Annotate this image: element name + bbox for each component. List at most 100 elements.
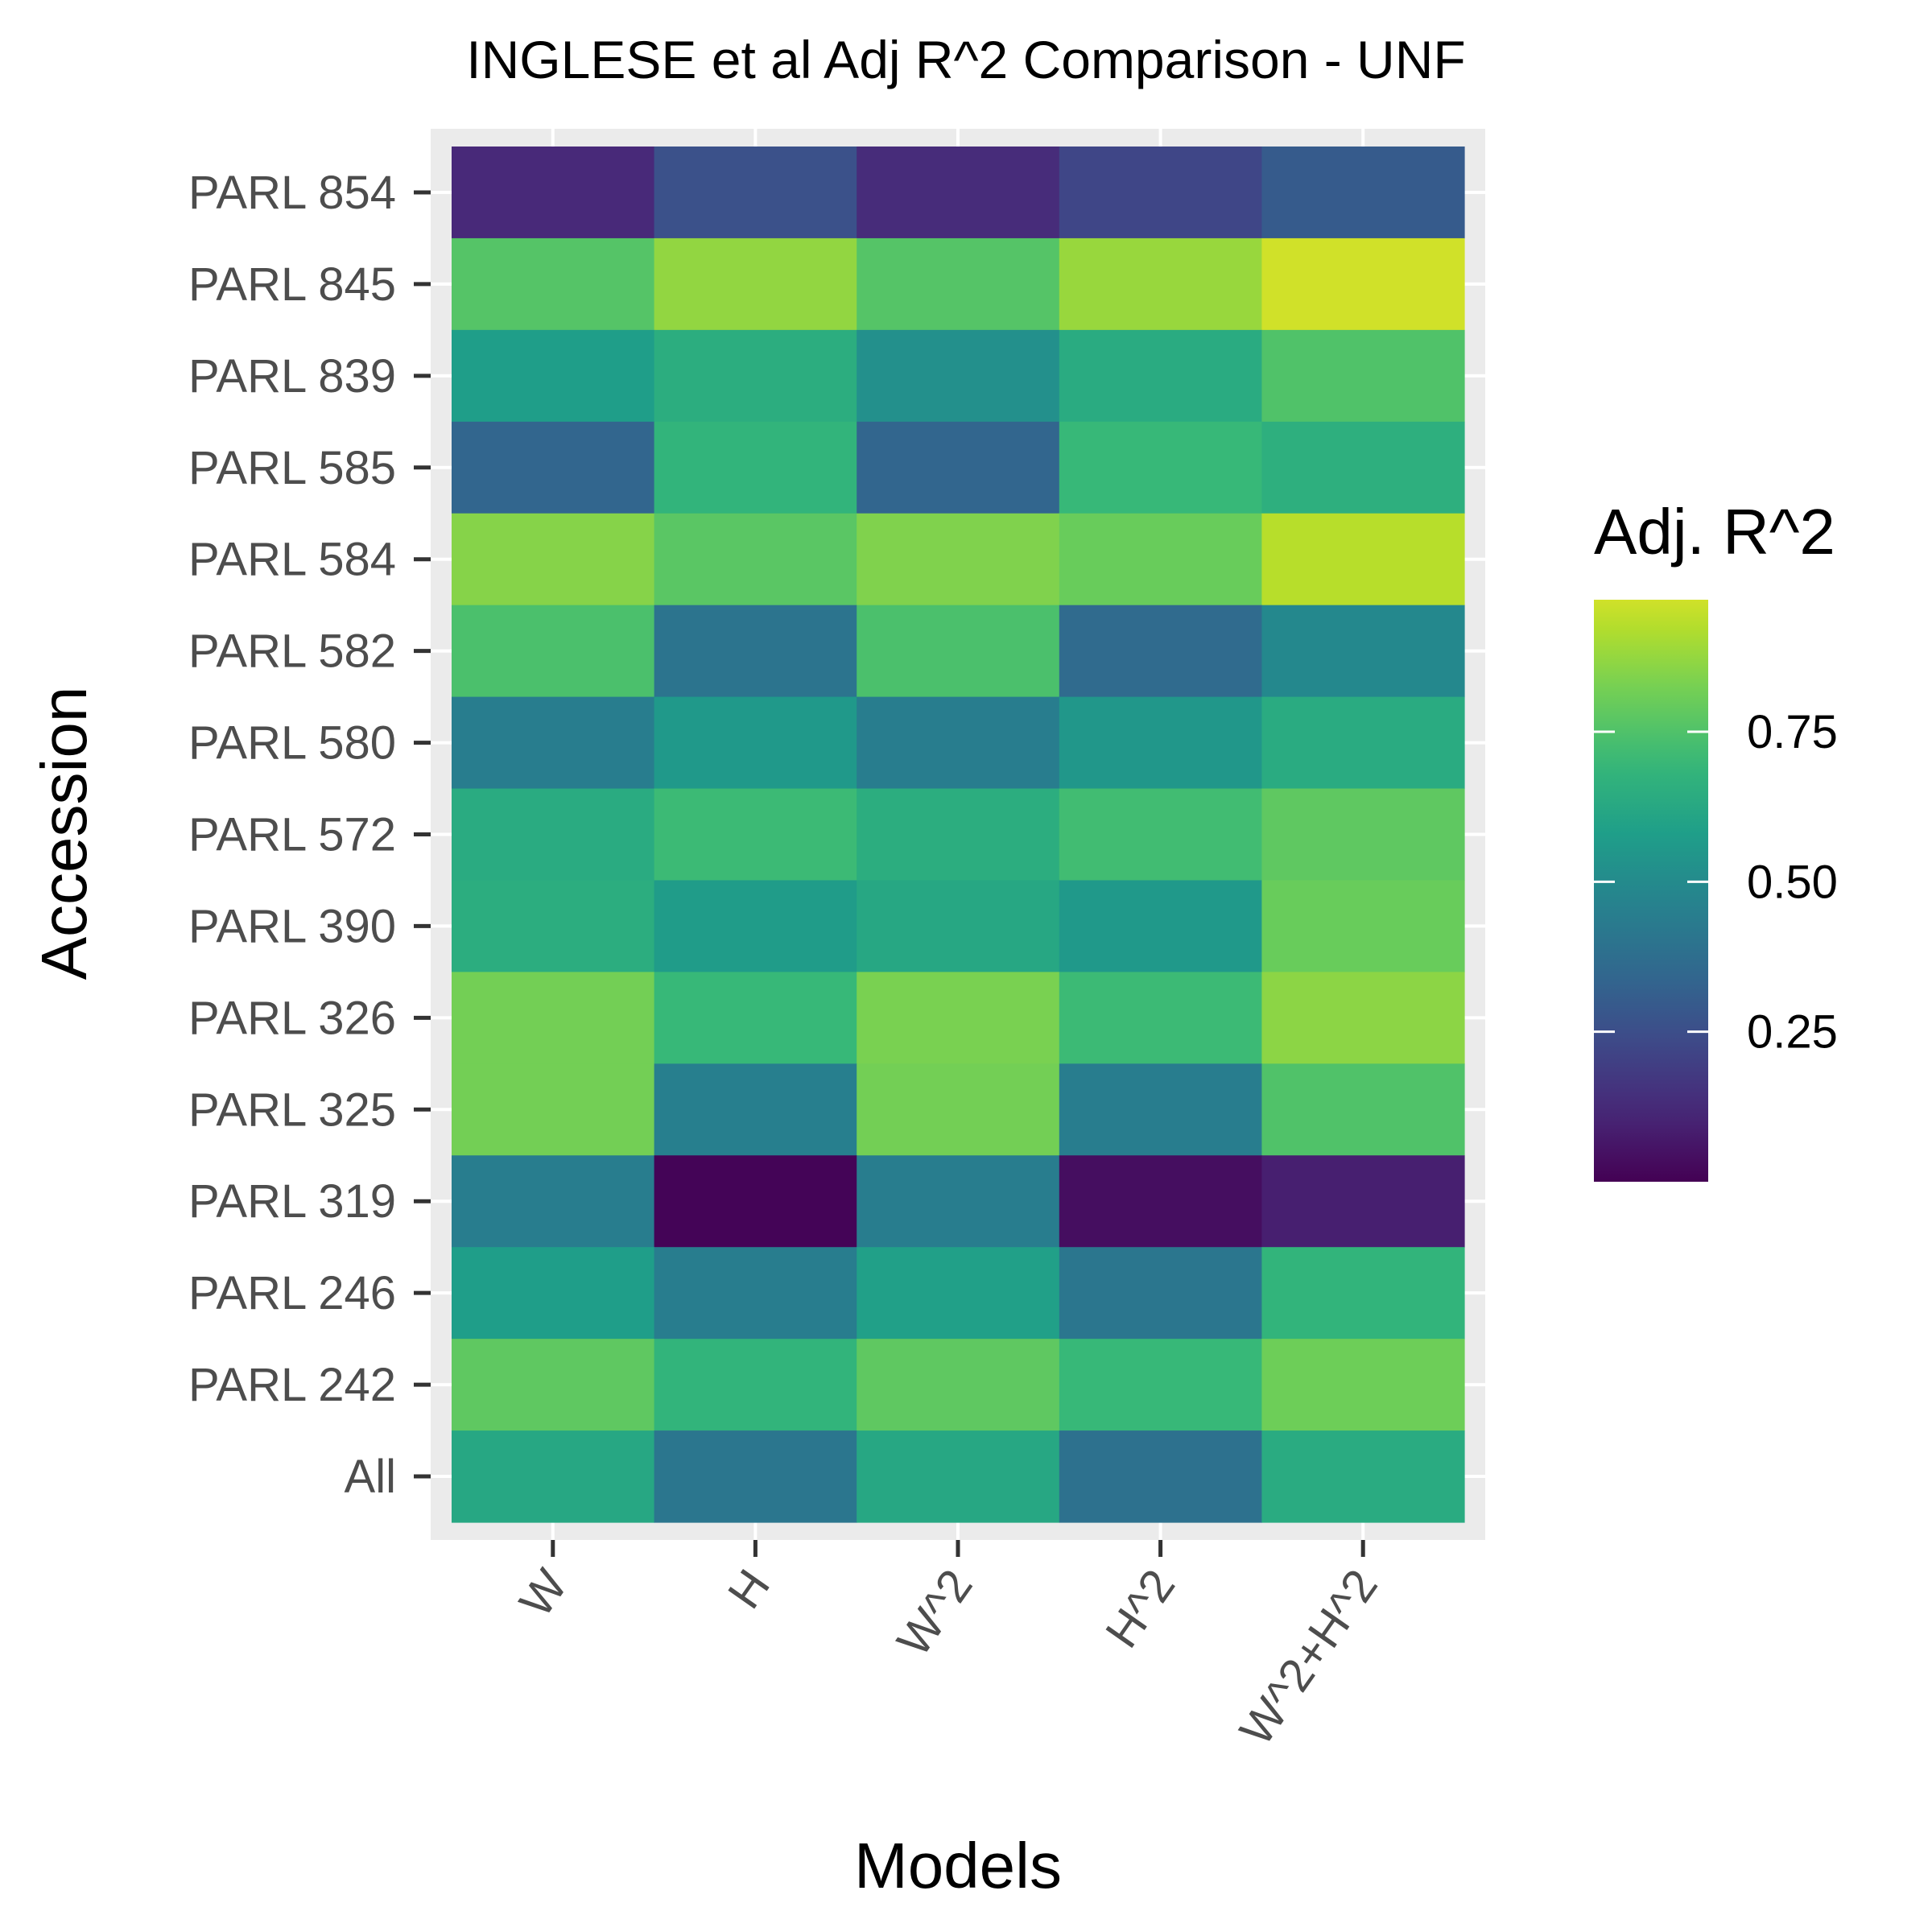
colorbar-title: Adj. R^2 bbox=[1594, 496, 1835, 568]
heatmap-cell bbox=[1261, 1063, 1465, 1156]
y-tick-label: PARL 584 bbox=[188, 534, 396, 586]
heatmap-cell bbox=[1059, 1339, 1262, 1431]
y-tick-label: PARL 839 bbox=[188, 350, 396, 402]
heatmap-cell bbox=[1261, 880, 1465, 972]
heatmap-cell bbox=[654, 513, 857, 606]
y-tick-label: PARL 585 bbox=[188, 442, 396, 494]
heatmap-cell bbox=[857, 513, 1060, 606]
heatmap-cell bbox=[1059, 880, 1262, 972]
x-axis-label: Models bbox=[854, 1830, 1062, 1901]
heatmap-cell bbox=[857, 696, 1060, 790]
heatmap-cell bbox=[857, 1430, 1060, 1523]
y-tick-label: PARL 246 bbox=[188, 1267, 396, 1319]
y-tick-label: PARL 845 bbox=[188, 258, 396, 311]
heatmap-cell bbox=[654, 237, 857, 331]
heatmap-cell bbox=[1261, 513, 1465, 606]
heatmap-cell bbox=[1261, 1247, 1465, 1340]
heatmap-cell bbox=[654, 1155, 857, 1248]
heatmap-cell bbox=[452, 972, 655, 1064]
y-tick-label: All bbox=[345, 1451, 396, 1503]
y-tick-label: PARL 319 bbox=[188, 1175, 396, 1228]
heatmap-cell bbox=[1261, 1339, 1465, 1431]
heatmap-cell bbox=[1059, 1247, 1262, 1340]
heatmap-cell bbox=[452, 880, 655, 972]
heatmap-cell bbox=[1059, 1063, 1262, 1156]
heatmap-cell bbox=[654, 421, 857, 514]
x-tick-label: W^2+H^2 bbox=[1230, 1560, 1388, 1755]
heatmap-cell bbox=[1059, 1430, 1262, 1523]
heatmap-cell bbox=[1059, 1155, 1262, 1248]
colorbar-tick-label: 0.75 bbox=[1747, 706, 1838, 758]
y-tick-label: PARL 390 bbox=[188, 900, 396, 952]
heatmap-cell bbox=[654, 788, 857, 881]
y-tick-label: PARL 854 bbox=[188, 167, 396, 219]
y-tick-label: PARL 326 bbox=[188, 992, 396, 1044]
heatmap-cell bbox=[654, 1063, 857, 1156]
y-tick-label: PARL 582 bbox=[188, 625, 396, 678]
heatmap-cell bbox=[654, 1430, 857, 1523]
heatmap-cell bbox=[857, 237, 1060, 331]
heatmap-cell bbox=[452, 147, 655, 239]
heatmap-cell bbox=[1261, 696, 1465, 790]
y-axis-label: Accession bbox=[28, 687, 100, 980]
heatmap-cell bbox=[452, 237, 655, 331]
heatmap-cell bbox=[1261, 1430, 1465, 1523]
x-axis: W H W^2 H^2 W^2+H^2 bbox=[510, 1540, 1388, 1755]
heatmap-cell bbox=[857, 1155, 1060, 1248]
colorbar-tick-label: 0.50 bbox=[1747, 856, 1838, 908]
x-tick-label: H bbox=[718, 1560, 780, 1618]
heatmap-cell bbox=[1261, 147, 1465, 239]
heatmap-cell bbox=[857, 880, 1060, 972]
heatmap-cell bbox=[857, 1247, 1060, 1340]
heatmap-cell bbox=[654, 329, 857, 423]
heatmap-cell bbox=[857, 1339, 1060, 1431]
heatmap-cell bbox=[857, 329, 1060, 423]
y-tick-label: PARL 325 bbox=[188, 1084, 396, 1136]
heatmap-cell bbox=[654, 605, 857, 698]
x-tick-label: W bbox=[510, 1560, 578, 1626]
heatmap-cell bbox=[857, 1063, 1060, 1156]
heatmap-cell bbox=[1261, 605, 1465, 698]
y-axis: PARL 854 PARL 845 PARL 839 PARL 585 PARL 584… bbox=[188, 167, 431, 1503]
heatmap-cell bbox=[1261, 237, 1465, 331]
heatmap-cell bbox=[452, 788, 655, 881]
heatmap-cell bbox=[1059, 237, 1262, 331]
y-tick-label: PARL 572 bbox=[188, 809, 396, 861]
heatmap-cell bbox=[452, 1339, 655, 1431]
heatmap-cell bbox=[857, 605, 1060, 698]
colorbar-legend: Adj. R^2 0.25 0.50 0.75 bbox=[1594, 496, 1838, 1182]
heatmap-cell bbox=[452, 329, 655, 423]
heatmap-cell bbox=[857, 788, 1060, 881]
x-tick-label: W^2 bbox=[887, 1560, 983, 1666]
heatmap-cell bbox=[654, 147, 857, 239]
heatmap-cell bbox=[857, 147, 1060, 239]
heatmap-cell bbox=[452, 1247, 655, 1340]
heatmap-cell bbox=[1261, 972, 1465, 1064]
y-tick-label: PARL 580 bbox=[188, 717, 396, 770]
heatmap-cell bbox=[654, 696, 857, 790]
heatmap-cell bbox=[452, 696, 655, 790]
heatmap-cell bbox=[1059, 513, 1262, 606]
y-tick-label: PARL 242 bbox=[188, 1359, 396, 1411]
heatmap-cell bbox=[1059, 788, 1262, 881]
chart-title: INGLESE et al Adj R^2 Comparison - UNF bbox=[466, 30, 1465, 89]
colorbar bbox=[1594, 600, 1708, 1182]
heatmap-cell bbox=[654, 1247, 857, 1340]
heatmap-cell bbox=[1261, 788, 1465, 881]
heatmap-cell bbox=[452, 421, 655, 514]
heatmap-cell bbox=[654, 972, 857, 1064]
heatmap-cell bbox=[1059, 329, 1262, 423]
heatmap-cells bbox=[452, 147, 1465, 1523]
heatmap-cell bbox=[1261, 1155, 1465, 1248]
heatmap-cell bbox=[1261, 421, 1465, 514]
heatmap-cell bbox=[452, 605, 655, 698]
colorbar-tick-label: 0.25 bbox=[1747, 1006, 1838, 1059]
heatmap-cell bbox=[654, 1339, 857, 1431]
heatmap-cell bbox=[1059, 421, 1262, 514]
heatmap-cell bbox=[452, 1430, 655, 1523]
colorbar-ticks: 0.25 0.50 0.75 bbox=[1594, 706, 1838, 1059]
heatmap-cell bbox=[1059, 696, 1262, 790]
heatmap-cell bbox=[1059, 147, 1262, 239]
